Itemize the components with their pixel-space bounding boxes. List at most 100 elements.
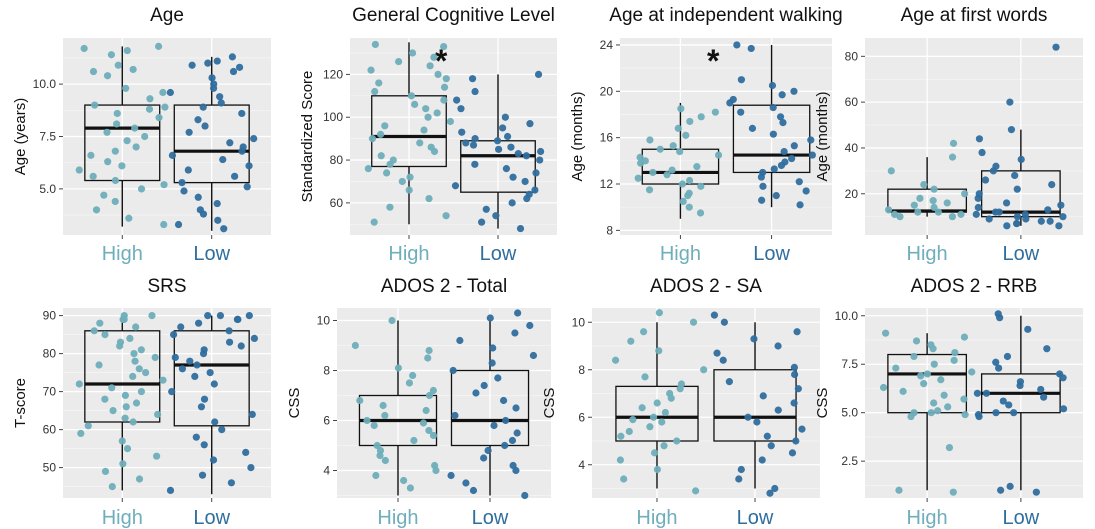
- data-point: [186, 358, 193, 365]
- data-point: [744, 414, 751, 421]
- data-point: [376, 452, 383, 459]
- data-point: [483, 206, 490, 213]
- data-point: [934, 407, 941, 414]
- data-point: [911, 202, 918, 209]
- data-point: [159, 377, 166, 384]
- data-point: [791, 142, 798, 149]
- data-point: [204, 60, 211, 67]
- data-point: [663, 171, 670, 178]
- data-point: [697, 183, 704, 190]
- x-category-label: High: [377, 507, 418, 529]
- data-point: [512, 467, 519, 474]
- data-point: [430, 432, 437, 439]
- data-point: [103, 129, 110, 136]
- data-point: [735, 475, 742, 482]
- data-point: [399, 178, 406, 185]
- data-point: [1060, 405, 1067, 412]
- data-point: [91, 101, 98, 108]
- data-point: [531, 186, 538, 193]
- x-category-label: High: [388, 243, 429, 265]
- data-point: [372, 472, 379, 479]
- data-point: [250, 135, 257, 142]
- data-point: [930, 186, 937, 193]
- data-point: [640, 328, 647, 335]
- x-category-label: High: [907, 243, 948, 265]
- y-tick-label: 6: [323, 414, 330, 428]
- data-point: [406, 379, 413, 386]
- data-point: [201, 122, 208, 129]
- data-point: [1055, 222, 1062, 229]
- data-point: [168, 388, 175, 395]
- data-point: [654, 466, 661, 473]
- data-point: [974, 390, 981, 397]
- data-point: [803, 187, 810, 194]
- data-point: [489, 344, 496, 351]
- data-point: [238, 342, 245, 349]
- x-category-label: Low: [480, 243, 517, 265]
- data-point: [172, 354, 179, 361]
- data-point: [929, 345, 936, 352]
- x-category-label: High: [102, 507, 143, 529]
- data-point: [226, 327, 233, 334]
- data-point: [218, 426, 225, 433]
- data-point: [983, 390, 990, 397]
- data-point: [229, 53, 236, 60]
- data-point: [112, 148, 119, 155]
- y-axis-label: CSS: [541, 388, 558, 419]
- data-point: [779, 119, 786, 126]
- data-point: [471, 135, 478, 142]
- data-point: [406, 186, 413, 193]
- data-point: [502, 114, 509, 121]
- data-point: [1022, 215, 1029, 222]
- data-point: [167, 89, 174, 96]
- data-point: [536, 156, 543, 163]
- data-point: [131, 358, 138, 365]
- data-point: [738, 76, 745, 83]
- data-point: [500, 397, 507, 404]
- data-point: [677, 105, 684, 112]
- data-point: [236, 64, 243, 71]
- data-point: [381, 122, 388, 129]
- data-point: [882, 330, 889, 337]
- data-point: [453, 96, 460, 103]
- panel-title: General Cognitive Level: [352, 5, 555, 26]
- data-point: [434, 71, 441, 78]
- data-point: [375, 79, 382, 86]
- data-point: [660, 442, 667, 449]
- y-axis-label: T-score: [12, 378, 29, 428]
- data-point: [119, 460, 126, 467]
- data-point: [492, 212, 499, 219]
- y-tick-label: 7.5: [841, 357, 858, 371]
- data-point: [646, 423, 653, 430]
- data-point: [114, 110, 121, 117]
- data-point: [138, 388, 145, 395]
- data-point: [146, 106, 153, 113]
- data-point: [962, 411, 969, 418]
- y-tick-label: 20: [600, 84, 614, 98]
- data-point: [617, 456, 624, 463]
- y-tick-label: 10: [317, 314, 331, 328]
- data-point: [790, 88, 797, 95]
- data-point: [200, 350, 207, 357]
- data-point: [888, 167, 895, 174]
- data-point: [77, 430, 84, 437]
- data-point: [133, 143, 140, 150]
- data-point: [924, 370, 931, 377]
- data-point: [489, 359, 496, 366]
- data-point: [526, 322, 533, 329]
- data-point: [204, 312, 211, 319]
- y-axis-label: Standardized Score: [299, 71, 316, 203]
- data-point: [662, 409, 669, 416]
- data-point: [228, 479, 235, 486]
- data-point: [142, 369, 149, 376]
- data-point: [91, 327, 98, 334]
- data-point: [1013, 220, 1020, 227]
- data-point: [773, 192, 780, 199]
- data-point: [690, 319, 697, 326]
- data-point: [193, 361, 200, 368]
- data-point: [896, 213, 903, 220]
- data-point: [768, 442, 775, 449]
- y-tick-label: 5.0: [39, 182, 56, 196]
- data-point: [774, 342, 781, 349]
- data-point: [790, 399, 797, 406]
